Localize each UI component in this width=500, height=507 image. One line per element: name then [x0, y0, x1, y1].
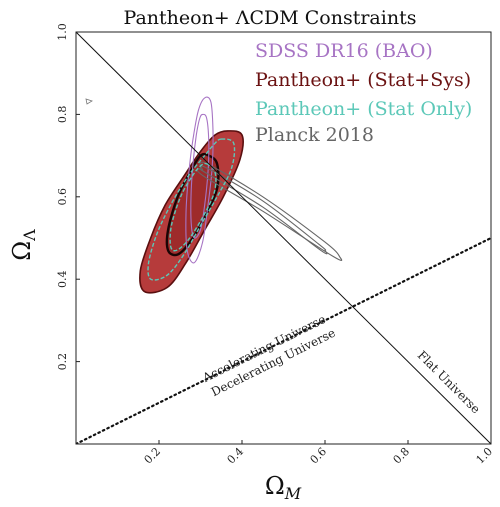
reference-lines — [76, 32, 491, 444]
x-tick-label: 1.0 — [474, 445, 496, 467]
x-tick-label: 0.4 — [225, 445, 247, 467]
axis-ticks: 0.2 0.4 0.6 0.8 1.0 0.2 0.4 0.6 0.8 1.0 — [56, 23, 495, 466]
legend-entry-pantheon-stat-sys: Pantheon+ (Stat+Sys) — [255, 69, 471, 91]
x-tick-label: 0.2 — [142, 445, 164, 467]
x-axis-label-subscript: M — [284, 484, 302, 503]
chart-title: Pantheon+ ΛCDM Constraints — [124, 7, 417, 29]
contour-pantheon-stat-sys-1sigma — [165, 152, 220, 257]
contour-sdss-dr16-bao-1sigma — [190, 113, 210, 239]
y-tick-label: 0.2 — [56, 353, 69, 371]
y-axis-label-symbol: Ω — [8, 241, 36, 261]
flat-universe-label: Flat Universe — [415, 348, 483, 416]
y-tick-label: 0.8 — [56, 106, 69, 124]
contour-sdss-dr16-bao-2sigma — [185, 96, 214, 264]
y-tick-label: 1.0 — [56, 23, 69, 41]
acceleration-boundary-line — [76, 236, 491, 444]
x-tick-label: 0.6 — [308, 445, 330, 467]
x-axis-label-symbol: Ω — [265, 472, 285, 500]
x-axis-label: ΩM — [265, 472, 302, 503]
contour-pantheon-stat-only-2sigma — [147, 138, 236, 281]
flat-universe-line — [76, 32, 491, 444]
y-axis-label-subscript: Λ — [20, 229, 39, 242]
cursor-marker-icon — [85, 98, 93, 105]
contour-planck-2018-2sigma — [196, 161, 343, 262]
legend-entry-pantheon-stat-only: Pantheon+ (Stat Only) — [255, 98, 472, 120]
legend-entry-sdss: SDSS DR16 (BAO) — [255, 40, 433, 62]
plot-area — [76, 32, 491, 444]
plot-frame — [75, 31, 492, 445]
y-tick-label: 0.4 — [56, 270, 69, 288]
y-tick-label: 0.6 — [56, 188, 69, 206]
contour-pantheon-stat-only-1sigma — [169, 162, 217, 252]
contour-layer — [139, 96, 343, 294]
x-tick-label: 0.8 — [391, 445, 413, 467]
legend-entry-planck: Planck 2018 — [255, 124, 374, 146]
legend: SDSS DR16 (BAO) Pantheon+ (Stat+Sys) Pan… — [255, 40, 472, 146]
y-axis-label: ΩΛ — [8, 229, 39, 261]
